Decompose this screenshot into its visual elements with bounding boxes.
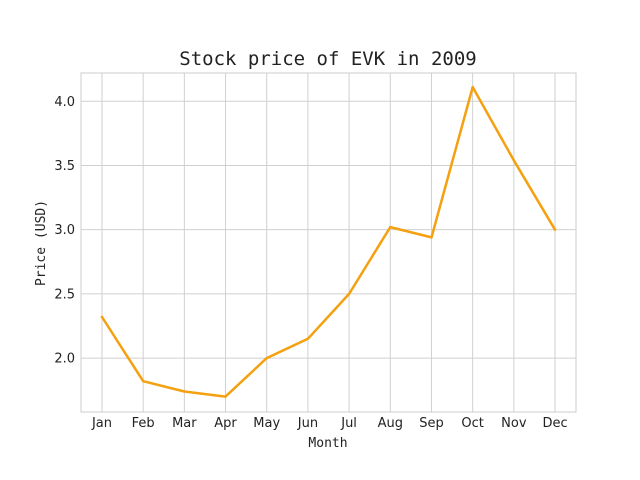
x-tick-label: Mar: [172, 416, 197, 431]
x-tick-label: Jul: [340, 416, 357, 431]
x-tick-label: Dec: [542, 416, 567, 431]
data-point: [306, 337, 310, 341]
y-tick-label: 2.5: [54, 287, 75, 302]
y-tick-labels: 2.0 2.5 3.0 3.5 4.0: [54, 95, 75, 367]
x-tick-label: May: [253, 416, 280, 431]
x-tick-label: Jan: [91, 416, 112, 431]
x-tick-label: Feb: [132, 416, 155, 431]
x-tick-label: Sep: [419, 416, 444, 431]
series-line: [100, 85, 557, 398]
data-point: [553, 228, 557, 231]
y-tick-label: 2.0: [54, 352, 75, 367]
x-tick-label: Nov: [501, 416, 527, 431]
x-tick-label: Oct: [461, 416, 483, 431]
data-point: [141, 379, 145, 383]
x-tick-label: Jun: [297, 416, 318, 431]
data-point: [389, 225, 392, 229]
y-tick-label: 3.5: [54, 159, 75, 174]
data-point: [183, 390, 186, 393]
data-point: [224, 395, 227, 398]
plot-frame: [80, 72, 577, 413]
data-point: [265, 356, 268, 360]
y-tick-label: 4.0: [54, 95, 75, 110]
x-tick-label: Aug: [378, 416, 403, 431]
x-axis-label: Month: [308, 436, 347, 451]
data-point: [430, 236, 433, 239]
grid: [81, 73, 576, 412]
data-point: [100, 315, 104, 319]
series-layer: [100, 85, 557, 398]
data-point: [471, 85, 474, 89]
x-tick-labels: Jan Feb Mar Apr May Jun Jul Aug Sep Oct Nov Dec: [91, 416, 568, 431]
y-axis-label: Price (USD): [34, 200, 49, 286]
y-tick-label: 3.0: [54, 223, 75, 238]
chart-title: Stock price of EVK in 2009: [179, 48, 476, 70]
data-point: [347, 292, 351, 296]
x-tick-label: Apr: [214, 416, 237, 431]
data-point: [512, 159, 516, 162]
